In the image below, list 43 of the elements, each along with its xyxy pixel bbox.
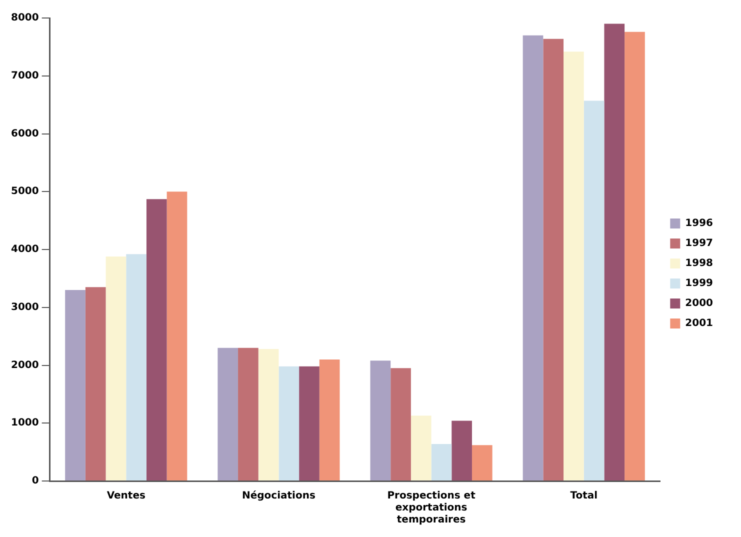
- legend-label: 2000: [685, 298, 714, 310]
- bar: [106, 256, 126, 480]
- bar: [65, 290, 86, 480]
- bar: [624, 32, 645, 480]
- x-tick-label: Ventes: [106, 490, 146, 502]
- y-tick-label: 3000: [10, 302, 39, 313]
- bar: [584, 100, 604, 480]
- y-tick-label: 4000: [10, 244, 39, 256]
- y-tick-label: 1000: [10, 418, 39, 429]
- bar: [218, 348, 238, 480]
- legend-label: 1999: [685, 278, 714, 290]
- bar: [166, 192, 188, 480]
- legend-label: 2001: [685, 318, 714, 330]
- bar: [472, 445, 492, 480]
- bar: [258, 349, 279, 480]
- legend-label: 1997: [685, 238, 714, 250]
- bar: [238, 348, 258, 480]
- y-tick-label: 0: [32, 476, 39, 487]
- bar: [543, 38, 564, 480]
- bar: [126, 254, 146, 480]
- bar: [431, 444, 452, 480]
- bar: [564, 52, 584, 480]
- y-tick-label: 7000: [10, 70, 39, 82]
- bar: [319, 359, 340, 480]
- bar: [370, 360, 391, 480]
- y-tick-label: 8000: [10, 12, 39, 24]
- x-tick-label: Négociations: [242, 490, 316, 502]
- legend-label: 1996: [685, 218, 714, 230]
- bar: [522, 35, 544, 480]
- bar: [299, 366, 320, 480]
- bar: [146, 199, 167, 480]
- y-tick-label: 6000: [10, 128, 39, 140]
- y-tick-label: 2000: [10, 360, 39, 371]
- x-tick-label: Total: [570, 490, 598, 502]
- legend-label: 1998: [685, 258, 714, 270]
- bar: [390, 368, 411, 480]
- bar: [410, 416, 432, 480]
- bar: [278, 366, 300, 480]
- bar: [452, 420, 472, 480]
- bar: [604, 24, 625, 480]
- x-tick-label: Prospections et exportations temporaires: [387, 490, 476, 526]
- y-tick-label: 5000: [10, 186, 39, 198]
- bar: [85, 287, 106, 480]
